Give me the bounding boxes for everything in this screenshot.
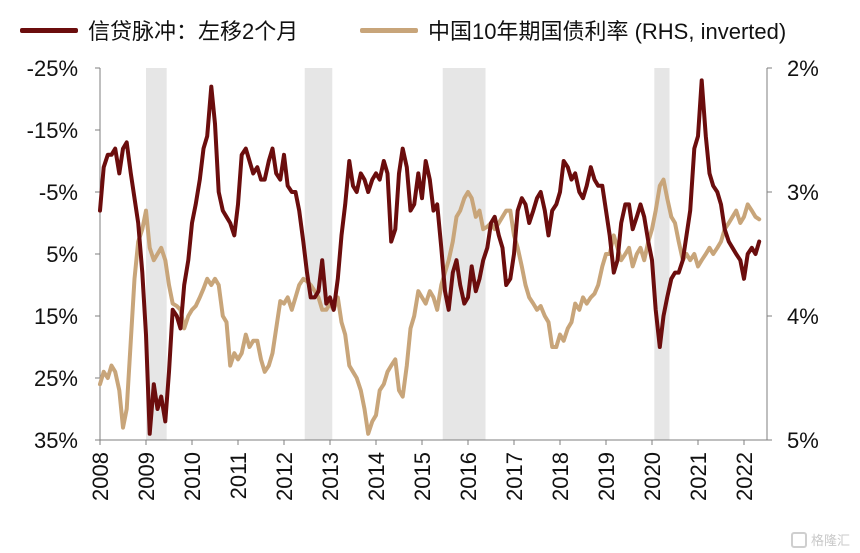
x-tick-label: 2010 (180, 452, 205, 501)
x-tick-label: 2020 (640, 452, 665, 501)
x-tick-label: 2012 (272, 452, 297, 501)
watermark-logo-icon (790, 531, 807, 548)
y-left-tick-label: -5% (39, 180, 78, 205)
y-right-tick-label: 2% (787, 56, 819, 81)
legend-swatch-bond-yield (360, 27, 418, 33)
x-tick-label: 2008 (88, 452, 113, 501)
legend-item-credit-pulse: 信贷脉冲：左移2个月 (20, 14, 298, 46)
x-tick-label: 2019 (594, 452, 619, 501)
legend-item-bond-yield: 中国10年期国债利率 (RHS, inverted) (360, 14, 786, 46)
x-tick-label: 2021 (686, 452, 711, 501)
y-left-tick-label: 15% (34, 304, 78, 329)
x-tick-label: 2015 (410, 452, 435, 501)
axes (95, 67, 772, 445)
x-tick-label: 2013 (318, 452, 343, 501)
shaded-periods (146, 68, 670, 440)
y-left-tick-label: 35% (34, 428, 78, 453)
x-tick-label: 2018 (548, 452, 573, 501)
y-left-tick-label: -15% (27, 118, 78, 143)
tick-labels: 35% 25% 15% 5% -5% -15% -25% 2% 3% 4% 5% 2008 2009 20… (27, 56, 819, 501)
series-lines (98, 78, 762, 436)
x-tick-label: 2016 (456, 452, 481, 501)
y-left-tick-label: 25% (34, 366, 78, 391)
y-left-tick-label: -25% (27, 56, 78, 81)
y-right-tick-label: 5% (787, 428, 819, 453)
legend-label-credit-pulse: 信贷脉冲：左移2个月 (88, 19, 299, 44)
shaded-period-1 (304, 68, 333, 440)
x-tick-label: 2017 (502, 452, 527, 501)
y-right-tick-label: 3% (787, 180, 819, 205)
legend: 信贷脉冲：左移2个月 中国10年期国债利率 (RHS, inverted) (0, 14, 860, 50)
shaded-period-3 (654, 68, 670, 440)
watermark: 格隆汇 (790, 530, 850, 549)
y-right-tick-label: 4% (787, 304, 819, 329)
legend-label-bond-yield: 中国10年期国债利率 (RHS, inverted) (428, 19, 787, 44)
watermark-text: 格隆汇 (810, 533, 850, 548)
x-tick-label: 2022 (732, 452, 757, 501)
x-tick-label: 2011 (226, 452, 251, 499)
y-left-tick-label: 5% (46, 242, 78, 267)
series-line-credit-pulse (98, 78, 762, 436)
x-tick-label: 2014 (364, 452, 389, 501)
legend-swatch-credit-pulse (20, 27, 78, 33)
x-tick-label: 2009 (134, 452, 159, 501)
